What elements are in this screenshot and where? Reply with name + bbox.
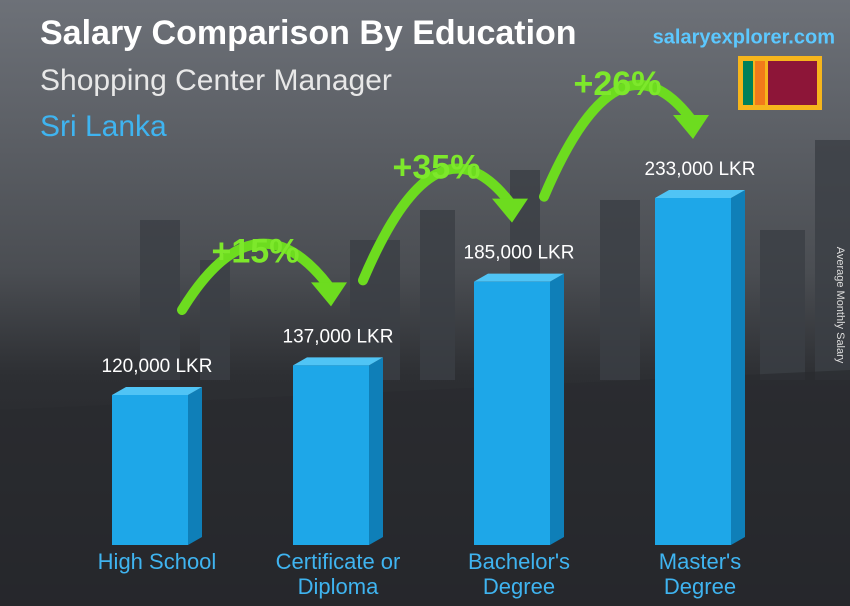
- increase-arrow: [539, 79, 696, 202]
- bar-top: [655, 190, 745, 198]
- y-axis-label: Average Monthly Salary: [834, 247, 846, 364]
- bar-top: [112, 387, 202, 395]
- chart-title: Salary Comparison By Education: [40, 14, 577, 52]
- chart-subtitle: Shopping Center Manager: [40, 64, 392, 97]
- bar-top: [474, 273, 564, 282]
- increase-arrow: [358, 163, 515, 286]
- increase-label: +15%: [212, 232, 300, 270]
- brand: salaryexplorer.com: [653, 26, 835, 48]
- arrow-head: [311, 282, 347, 307]
- value-label: 137,000 LKR: [283, 326, 394, 347]
- x-tick-label: Bachelor's: [468, 549, 570, 574]
- bar: [112, 395, 188, 545]
- increase-arrow: [177, 238, 334, 315]
- arrow-head: [492, 198, 528, 223]
- bar: [474, 281, 550, 545]
- bar-side: [369, 357, 383, 545]
- bar: [655, 198, 731, 545]
- x-tick-label: High School: [98, 549, 217, 574]
- value-label: 120,000 LKR: [102, 356, 213, 377]
- increase-label: +35%: [393, 149, 481, 187]
- location: Sri Lanka: [40, 110, 167, 143]
- bar-top: [293, 357, 383, 366]
- x-tick-label: Degree: [483, 574, 555, 599]
- x-tick-label: Master's: [659, 549, 741, 574]
- bar-side: [731, 190, 745, 545]
- x-tick-label: Certificate or: [276, 549, 401, 574]
- increase-label: +26%: [574, 65, 662, 103]
- road: [0, 370, 850, 606]
- flag: [738, 56, 822, 110]
- x-tick-label: Degree: [664, 574, 736, 599]
- value-label: 233,000 LKR: [645, 159, 756, 180]
- arrow-head: [673, 115, 709, 139]
- bar: [293, 365, 369, 545]
- bar-side: [188, 387, 202, 545]
- value-label: 185,000 LKR: [464, 243, 575, 264]
- bar-side: [550, 273, 564, 545]
- x-tick-label: Diploma: [298, 574, 379, 599]
